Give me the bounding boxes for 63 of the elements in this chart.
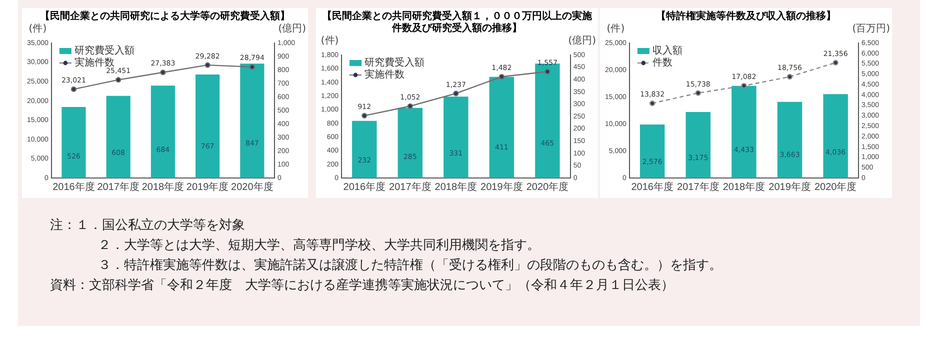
x-tick-label: 2016年度	[631, 180, 674, 193]
bar	[352, 120, 377, 178]
y-axis-title: (件)	[28, 24, 47, 35]
bar	[444, 96, 468, 178]
legend-label: 研究費受入額	[364, 56, 425, 69]
point	[453, 90, 459, 96]
text: 注：１．国公私立の大学等を対象	[50, 216, 246, 234]
y-axis-title: (件)	[320, 36, 339, 47]
y-axis-title: (件)	[606, 24, 625, 35]
bar	[640, 124, 665, 178]
point	[116, 77, 122, 83]
point	[70, 86, 77, 92]
bar	[106, 96, 130, 178]
x-tick-label: 2017年度	[97, 180, 140, 193]
legend-label: 実施件数	[74, 56, 114, 69]
bar	[489, 76, 514, 178]
bar	[150, 86, 175, 178]
bar	[732, 86, 756, 178]
point	[650, 100, 656, 106]
bar	[777, 102, 802, 178]
x-tick-label: 2018年度	[142, 180, 184, 193]
chart-title: 【特許権実施等件数及び収入額の推移】	[655, 9, 837, 23]
y2-axis-title: (百万円)	[852, 24, 890, 35]
x-tick-label: 2016年度	[52, 180, 95, 193]
point	[544, 68, 550, 74]
x-tick-label: 2017年度	[677, 180, 720, 193]
bar	[686, 112, 710, 178]
bar	[823, 94, 848, 178]
x-tick-label: 2019年度	[480, 180, 523, 193]
chart-title: 【民間企業との共同研究費受入額１，０００万円以上の実施件数及び研究受入額の推移】	[321, 9, 593, 35]
point	[160, 70, 166, 76]
bar	[62, 106, 86, 178]
x-tick-label: 2020年度	[231, 180, 274, 193]
x-tick-label: 2020年度	[526, 180, 569, 193]
x-tick-label: 2016年度	[343, 180, 386, 193]
point	[832, 60, 838, 66]
bar	[398, 108, 423, 178]
legend-label: 収入額	[652, 44, 682, 57]
x-tick-label: 2018年度	[434, 180, 478, 193]
legend-label: 実施件数	[364, 68, 405, 81]
text: ３．特許権実施等件数は、実施許諾又は譲渡した特許権（「受ける権利」の段階のものも含む。）を指す。	[97, 256, 722, 274]
point	[204, 62, 210, 68]
point	[741, 82, 747, 89]
y2-axis-title: (億円)	[278, 22, 306, 35]
bar	[240, 64, 264, 178]
point	[786, 74, 793, 80]
legend-label: 件数	[652, 58, 672, 69]
chart-title: 【民間企業との共同研究による大学等の研究費受入額】	[39, 10, 291, 23]
point	[249, 64, 255, 70]
x-tick-label: 2019年度	[186, 180, 229, 193]
point	[498, 74, 504, 80]
y2-axis-title: (億円)	[568, 34, 596, 47]
x-tick-label: 2020年度	[814, 180, 857, 193]
bar	[196, 74, 220, 178]
text: ２．大学等とは大学、短期大学、高等専門学校、大学共同利用機関を指す。	[97, 236, 541, 254]
x-tick-label: 2019年度	[768, 180, 811, 193]
legend-label: 研究費受入額	[74, 44, 134, 57]
point	[407, 103, 413, 109]
text: 資料：文部科学省「令和２年度 大学等における産学連携等実施状況について」（令和４年２月１日公表）	[50, 276, 675, 294]
x-tick-label: 2018年度	[722, 180, 766, 193]
point	[362, 112, 368, 118]
x-tick-label: 2017年度	[389, 180, 432, 193]
point	[695, 90, 701, 96]
